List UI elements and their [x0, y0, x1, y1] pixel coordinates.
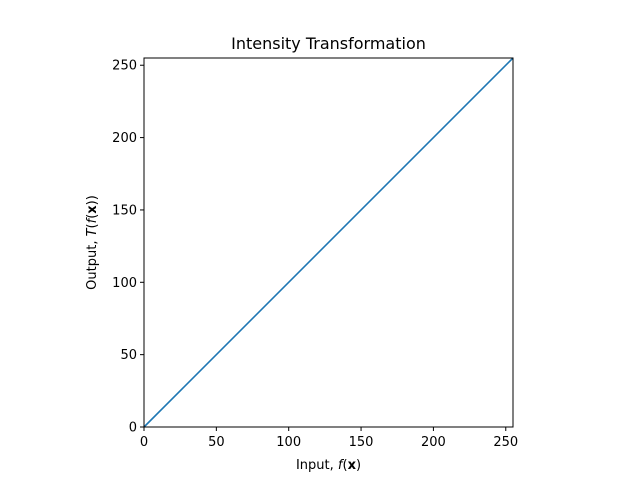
x-tick-label: 0: [140, 435, 148, 450]
y-axis-label-var: x: [85, 205, 100, 214]
y-axis-label-func: f: [85, 216, 100, 223]
y-tick-label: 200: [112, 131, 137, 146]
y-axis-label-outer: T: [85, 227, 100, 236]
y-tick-label: 150: [112, 203, 137, 218]
x-axis-label-var: x: [348, 458, 357, 473]
y-tick-label: 0: [129, 421, 137, 436]
x-axis-label-open: (: [342, 458, 347, 473]
x-tick-label: 150: [349, 435, 374, 450]
y-axis-label-prefix: Output,: [85, 236, 100, 289]
y-axis-label-close: )): [85, 195, 100, 205]
x-axis-label-prefix: Input,: [296, 458, 338, 473]
y-axis-label-open2: (: [85, 214, 100, 219]
x-axis-label-func: f: [338, 458, 345, 473]
x-axis-label: Input, f(x): [296, 458, 361, 473]
x-tick-label: 100: [276, 435, 301, 450]
plot-frame: [143, 57, 514, 428]
chart-title: Intensity Transformation: [231, 34, 426, 53]
x-tick-label: 250: [493, 435, 518, 450]
series-line-0: [143, 57, 514, 428]
x-ticks: 0 50 100 150 200 250: [140, 427, 518, 450]
series-layer: [143, 57, 514, 428]
y-tick-label: 100: [112, 276, 137, 291]
x-axis-label-close: ): [356, 458, 361, 473]
y-axis-label-open1: (: [85, 223, 100, 228]
y-tick-label: 250: [112, 59, 137, 74]
x-tick-label: 200: [421, 435, 446, 450]
y-ticks: 0 50 100 150 200 250: [112, 59, 144, 436]
y-tick-label: 50: [120, 348, 137, 363]
y-axis-label: Output, T(f(x)): [85, 195, 100, 290]
x-tick-label: 50: [208, 435, 225, 450]
